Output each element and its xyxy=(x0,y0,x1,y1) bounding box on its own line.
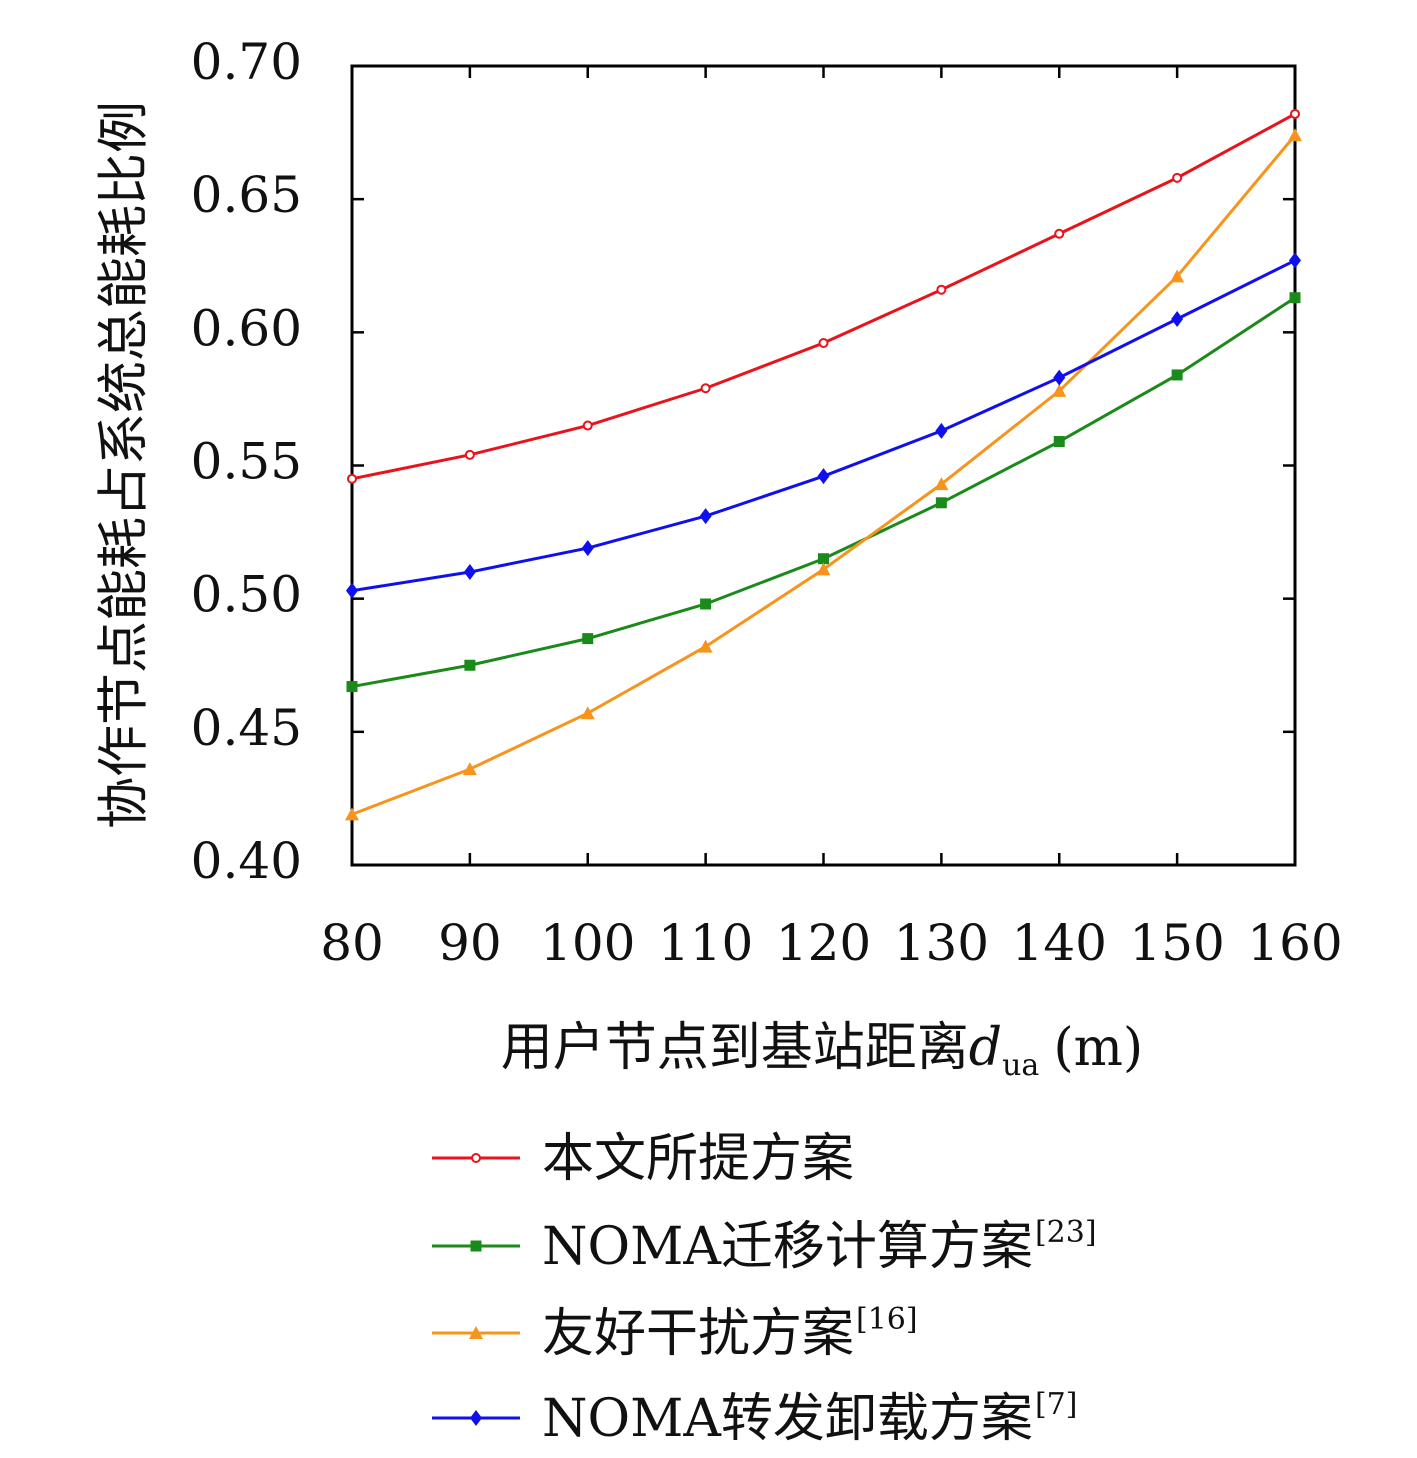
x-tick-label: 110 xyxy=(658,914,753,972)
data-point xyxy=(818,553,829,565)
data-point xyxy=(935,422,948,439)
x-tick-label: 80 xyxy=(320,914,384,972)
legend-item: NOMA迁移计算方案[23] xyxy=(432,1215,1097,1277)
series-1 xyxy=(347,108,1300,484)
data-point xyxy=(698,639,713,653)
legend-swatch-marker xyxy=(470,1410,482,1426)
y-tick-label: 0.70 xyxy=(191,33,302,91)
x-tick-label: 90 xyxy=(438,914,502,972)
data-point xyxy=(1170,269,1185,283)
data-point xyxy=(1172,172,1183,183)
data-point xyxy=(700,383,711,394)
legend: 本文所提方案 NOMA迁移计算方案[23] 友好干扰方案[16] NOMA转发卸载方案… xyxy=(432,1129,1097,1449)
data-point xyxy=(818,337,829,348)
data-point xyxy=(581,540,594,557)
series-line xyxy=(351,296,1296,689)
y-axis-title: 协作节点能耗占系统总能耗比例 xyxy=(95,101,155,829)
x-tick-label: 130 xyxy=(894,914,989,972)
data-point xyxy=(1054,228,1065,239)
data-point xyxy=(817,468,830,485)
data-point xyxy=(700,598,712,610)
series-4 xyxy=(346,252,1301,599)
axes: 0.40 0.45 0.50 0.55 0.60 0.65 0.70 80 90 100 110 12… xyxy=(191,33,1343,972)
data-point xyxy=(346,681,358,693)
x-axis-title-text: 用户节点到基站距离 xyxy=(501,1018,969,1078)
x-tick-label: 140 xyxy=(1012,914,1107,972)
plot-area xyxy=(350,64,1297,867)
series-layer xyxy=(345,108,1302,821)
data-point xyxy=(1290,108,1300,119)
legend-item: NOMA转发卸载方案[7] xyxy=(432,1387,1077,1449)
data-point xyxy=(934,477,949,491)
series-3 xyxy=(345,128,1302,821)
data-point xyxy=(1288,128,1302,142)
y-tick-label: 0.40 xyxy=(191,832,302,890)
x-axis-title-var: d xyxy=(969,1018,1002,1078)
x-axis-title-subscript: ua xyxy=(1002,1048,1039,1083)
data-point xyxy=(1171,311,1184,328)
plot-frame xyxy=(350,64,1297,867)
data-point xyxy=(936,284,947,295)
x-axis-title-unit: (m) xyxy=(1053,1018,1143,1078)
data-point xyxy=(464,659,476,671)
data-point xyxy=(582,420,593,431)
data-point xyxy=(935,497,947,509)
data-point xyxy=(1289,252,1301,269)
legend-item: 友好干扰方案[16] xyxy=(432,1302,918,1364)
series-line xyxy=(351,259,1296,593)
legend-item: 本文所提方案 xyxy=(432,1129,854,1189)
data-point xyxy=(699,508,712,525)
data-point xyxy=(582,633,594,645)
x-tick-label: 160 xyxy=(1247,914,1342,972)
data-point xyxy=(1171,369,1183,381)
data-point xyxy=(346,582,358,599)
data-point xyxy=(1052,383,1067,397)
data-point xyxy=(347,473,357,484)
series-2 xyxy=(346,292,1301,693)
series-line xyxy=(351,112,1296,481)
legend-swatch-marker xyxy=(471,1153,481,1163)
x-tick-label: 120 xyxy=(776,914,871,972)
data-point xyxy=(580,706,595,720)
legend-label: NOMA迁移计算方案[23] xyxy=(542,1215,1097,1277)
data-point xyxy=(1289,292,1301,304)
legend-label: 本文所提方案 xyxy=(542,1129,854,1189)
y-tick-label: 0.55 xyxy=(191,433,302,491)
y-tick-label: 0.45 xyxy=(191,699,302,757)
y-tick-label: 0.60 xyxy=(191,299,302,357)
x-tick-label: 100 xyxy=(540,914,635,972)
legend-swatch-marker xyxy=(470,1240,482,1252)
y-tick-label: 0.65 xyxy=(191,166,302,224)
data-point xyxy=(463,564,476,581)
data-point xyxy=(1053,369,1066,386)
legend-label: NOMA转发卸载方案[7] xyxy=(542,1387,1077,1449)
legend-swatch-marker xyxy=(469,1326,483,1339)
data-point xyxy=(816,562,831,576)
x-tick-label: 150 xyxy=(1129,914,1224,972)
data-point xyxy=(464,449,475,460)
legend-label: 友好干扰方案[16] xyxy=(542,1302,918,1364)
data-point xyxy=(1053,436,1065,448)
data-point xyxy=(345,807,359,821)
data-point xyxy=(462,762,477,776)
x-axis-title: 用户节点到基站距离dua (m) xyxy=(501,1018,1143,1083)
y-tick-label: 0.50 xyxy=(191,566,302,624)
